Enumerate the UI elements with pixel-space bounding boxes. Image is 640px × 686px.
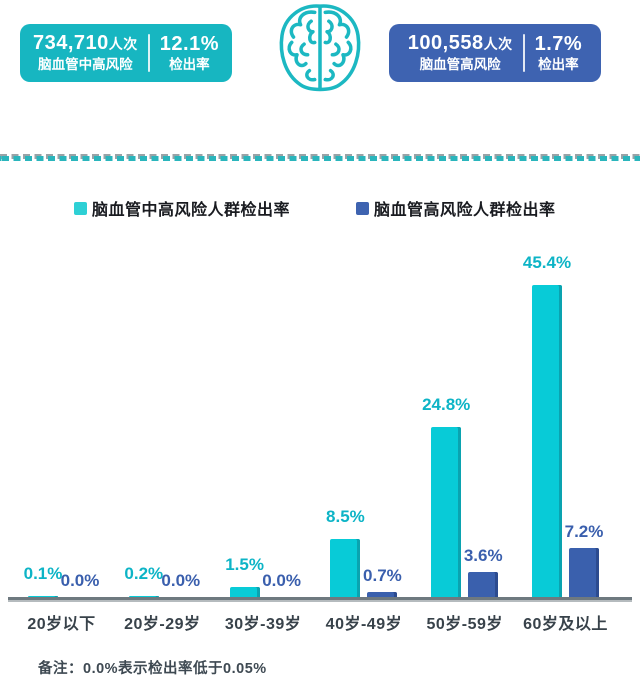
stat-rate: 12.1% <box>159 32 219 55</box>
x-tick-0: 20岁以下 <box>27 616 96 633</box>
value-label-mid-high-0: 0.1% <box>23 564 63 583</box>
value-label-mid-high-1: 0.2% <box>124 564 164 583</box>
bar-high-risk-3 <box>367 592 398 597</box>
bar-mid-high-risk-0 <box>28 596 58 597</box>
stat-count-suffix: 人次 <box>108 36 138 52</box>
value-label-mid-high-4: 24.8% <box>422 395 471 414</box>
stat-card-high-risk: 100,558人次 脑血管高风险 1.7% 检出率 <box>389 24 601 82</box>
value-label-mid-high-3: 8.5% <box>326 507 365 526</box>
stat-label: 脑血管中高风险 <box>38 57 133 72</box>
stat-count-block: 734,710人次 脑血管中高风险 <box>23 32 148 74</box>
value-label-high-1: 0.0% <box>161 571 201 590</box>
x-axis-shadow <box>8 600 632 602</box>
stat-rate-label: 检出率 <box>538 56 579 72</box>
x-tick-4: 50岁-59岁 <box>426 616 503 633</box>
legend-label: 脑血管中高风险人群检出率 <box>92 202 291 219</box>
dashed-divider <box>0 154 640 161</box>
stat-count-number: 734,710 <box>32 32 109 54</box>
x-tick-2: 30岁-39岁 <box>224 616 302 633</box>
stat-count-suffix: 人次 <box>483 36 513 52</box>
value-label-high-4: 3.6% <box>463 546 503 565</box>
stat-count-number: 100,558 <box>407 32 484 54</box>
value-label-high-3: 0.7% <box>363 566 402 585</box>
value-label-high-5: 7.2% <box>564 522 604 541</box>
value-label-high-0: 0.0% <box>60 571 100 590</box>
stat-count: 100,558人次 <box>408 32 513 55</box>
stat-divider <box>522 34 525 72</box>
bar-high-risk-4 <box>468 572 499 597</box>
stat-label: 脑血管高风险 <box>419 57 501 72</box>
bar-high-risk-5 <box>569 548 599 597</box>
bar-mid-high-risk-3 <box>330 539 361 597</box>
bar-mid-high-risk-4 <box>431 427 462 597</box>
bar-mid-high-risk-5 <box>532 285 562 597</box>
legend-swatch-teal <box>74 201 87 215</box>
stat-rate: 1.7% <box>534 32 583 55</box>
legend-label: 脑血管高风险人群检出率 <box>374 202 556 219</box>
stat-rate-block: 12.1% 检出率 <box>150 33 229 74</box>
stat-count: 734,710人次 <box>33 32 138 55</box>
value-label-mid-high-2: 1.5% <box>225 555 264 574</box>
footnote: 备注：0.0%表示检出率低于0.05% <box>38 661 267 677</box>
x-tick-3: 40岁-49岁 <box>325 616 403 633</box>
legend-item-mid-high-risk: 脑血管中高风险人群检出率 <box>74 196 290 220</box>
bar-mid-high-risk-2 <box>229 587 260 597</box>
x-tick-5: 60岁及以上 <box>523 616 608 633</box>
stat-divider <box>147 34 150 72</box>
x-tick-1: 20岁-29岁 <box>124 616 201 633</box>
x-axis-line <box>8 597 632 600</box>
stat-rate-label: 检出率 <box>169 56 210 72</box>
stat-card-mid-high-risk: 734,710人次 脑血管中高风险 12.1% 检出率 <box>20 24 232 82</box>
stat-count-block: 100,558人次 脑血管高风险 <box>398 32 523 74</box>
bar-mid-high-risk-1 <box>128 596 159 597</box>
value-label-high-2: 0.0% <box>262 571 301 590</box>
brain-icon <box>279 4 361 92</box>
legend-swatch-blue <box>356 201 369 215</box>
legend-item-high-risk: 脑血管高风险人群检出率 <box>356 196 556 220</box>
value-label-mid-high-5: 45.4% <box>522 253 572 272</box>
stat-rate-block: 1.7% 检出率 <box>525 33 593 74</box>
